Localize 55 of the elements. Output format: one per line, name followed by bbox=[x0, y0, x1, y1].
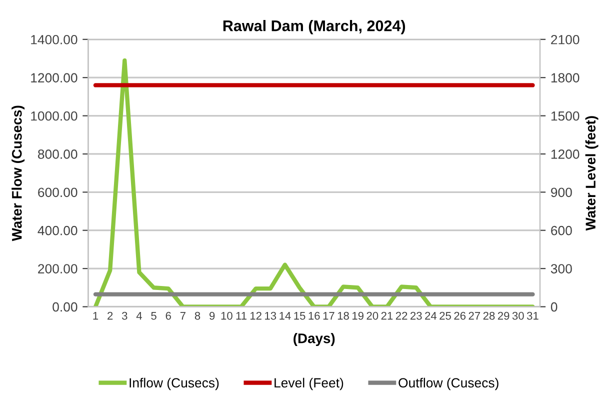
x-tick-label: 10 bbox=[221, 312, 232, 320]
x-tick-label: 9 bbox=[210, 312, 215, 320]
x-tick-label: 22 bbox=[396, 312, 408, 320]
chart-title: Rawal Dam (March, 2024) bbox=[223, 20, 406, 34]
x-tick-label: 12 bbox=[250, 312, 262, 320]
x-axis-title: (Days) bbox=[294, 333, 335, 346]
x-tick-label: 11 bbox=[236, 312, 246, 320]
y-tick-label: 1000.00 bbox=[31, 111, 78, 121]
x-tick-label: 16 bbox=[308, 312, 320, 320]
y2-tick-label: 1800 bbox=[551, 73, 580, 82]
x-tick-label: 25 bbox=[440, 312, 451, 320]
x-tick-label: 6 bbox=[166, 312, 171, 320]
line-series bbox=[93, 58, 535, 307]
x-tick-label: 27 bbox=[468, 312, 480, 320]
x-tick-label: 23 bbox=[410, 312, 422, 320]
x-tick-label: 15 bbox=[294, 312, 306, 320]
x-tick-label: 7 bbox=[180, 312, 186, 320]
y2-tick-label: 300 bbox=[550, 264, 572, 274]
y2-tick-label: 900 bbox=[551, 188, 572, 198]
y2-tick-label: 0 bbox=[550, 302, 558, 312]
y-tick-label: 1200.00 bbox=[31, 73, 78, 82]
x-tick-label: 24 bbox=[425, 312, 437, 320]
y-tick-label: 800.00 bbox=[38, 150, 78, 159]
x-tick-label: 19 bbox=[352, 312, 364, 320]
y2-tick-label: 600 bbox=[551, 226, 572, 236]
x-tick-label: 28 bbox=[483, 312, 495, 320]
x-tick-label: 8 bbox=[194, 312, 200, 320]
x-tick-label: 1 bbox=[93, 312, 98, 320]
legend-label: Inflow (Cusecs) bbox=[130, 378, 219, 390]
x-tick-label: 21 bbox=[381, 312, 393, 320]
x-tick-label: 18 bbox=[338, 312, 349, 320]
x-tick-label: 4 bbox=[136, 312, 142, 320]
y-axis-title: Water Flow (Cusecs) bbox=[12, 106, 25, 242]
x-tick-label: 5 bbox=[151, 312, 156, 320]
legend-label: Level (Feet) bbox=[274, 378, 344, 390]
x-tick-label: 31 bbox=[526, 312, 538, 320]
x-tick-label: 3 bbox=[122, 312, 128, 320]
x-tick-label: 14 bbox=[280, 312, 291, 320]
x-tick-label: 29 bbox=[498, 312, 510, 320]
y-tick-label: 200.00 bbox=[38, 264, 78, 274]
y2-tick-label: 2100 bbox=[551, 34, 580, 44]
y2-axis-title: Water Level (feet) bbox=[585, 116, 598, 231]
x-tick-label: 30 bbox=[512, 312, 524, 320]
y-tick-label: 600.00 bbox=[38, 188, 78, 198]
x-tick-label: 13 bbox=[265, 312, 276, 320]
legend-label: Outflow (Cusecs) bbox=[398, 378, 498, 390]
y-tick-label: 1400.00 bbox=[31, 34, 78, 44]
x-tick-label: 26 bbox=[454, 312, 466, 320]
y2-tick-label: 1200 bbox=[551, 150, 580, 159]
x-tick-label: 2 bbox=[108, 312, 113, 320]
x-tick-label: 17 bbox=[323, 312, 334, 320]
y-tick-label: 0.00 bbox=[52, 302, 78, 312]
y-tick-label: 400.00 bbox=[38, 226, 78, 236]
x-tick-label: 20 bbox=[366, 312, 378, 320]
y2-tick-label: 1500 bbox=[551, 111, 580, 121]
